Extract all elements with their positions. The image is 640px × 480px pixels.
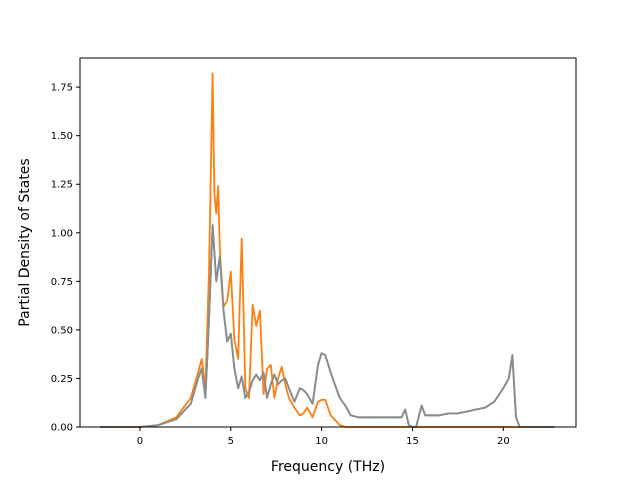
x-tick-label: 20 bbox=[497, 436, 510, 447]
x-tick-label: 10 bbox=[315, 436, 328, 447]
series-line-2 bbox=[100, 72, 555, 428]
x-tick-label: 0 bbox=[137, 436, 143, 447]
series-layer bbox=[100, 72, 555, 428]
y-tick-label: 0.25 bbox=[51, 374, 73, 385]
x-tick-label: 15 bbox=[406, 436, 419, 447]
y-tick-label: 0.50 bbox=[51, 325, 73, 336]
ticks-layer: 0 5 10 15 20 0.00 0.25 0.50 0.75 1.00 1.25 1.50 1.75 bbox=[51, 83, 510, 447]
y-tick-label: 0.00 bbox=[51, 423, 73, 434]
y-tick-label: 1.75 bbox=[51, 83, 73, 94]
y-tick-label: 1.00 bbox=[51, 228, 73, 239]
series-line-3 bbox=[100, 224, 555, 428]
x-axis-label: Frequency (THz) bbox=[271, 459, 385, 475]
x-tick-label: 5 bbox=[228, 436, 234, 447]
y-tick-label: 1.50 bbox=[51, 131, 73, 142]
y-tick-label: 0.75 bbox=[51, 277, 73, 288]
y-axis-label: Partial Density of States bbox=[17, 158, 33, 326]
plot-frame bbox=[79, 57, 577, 428]
y-tick-label: 1.25 bbox=[51, 180, 73, 191]
